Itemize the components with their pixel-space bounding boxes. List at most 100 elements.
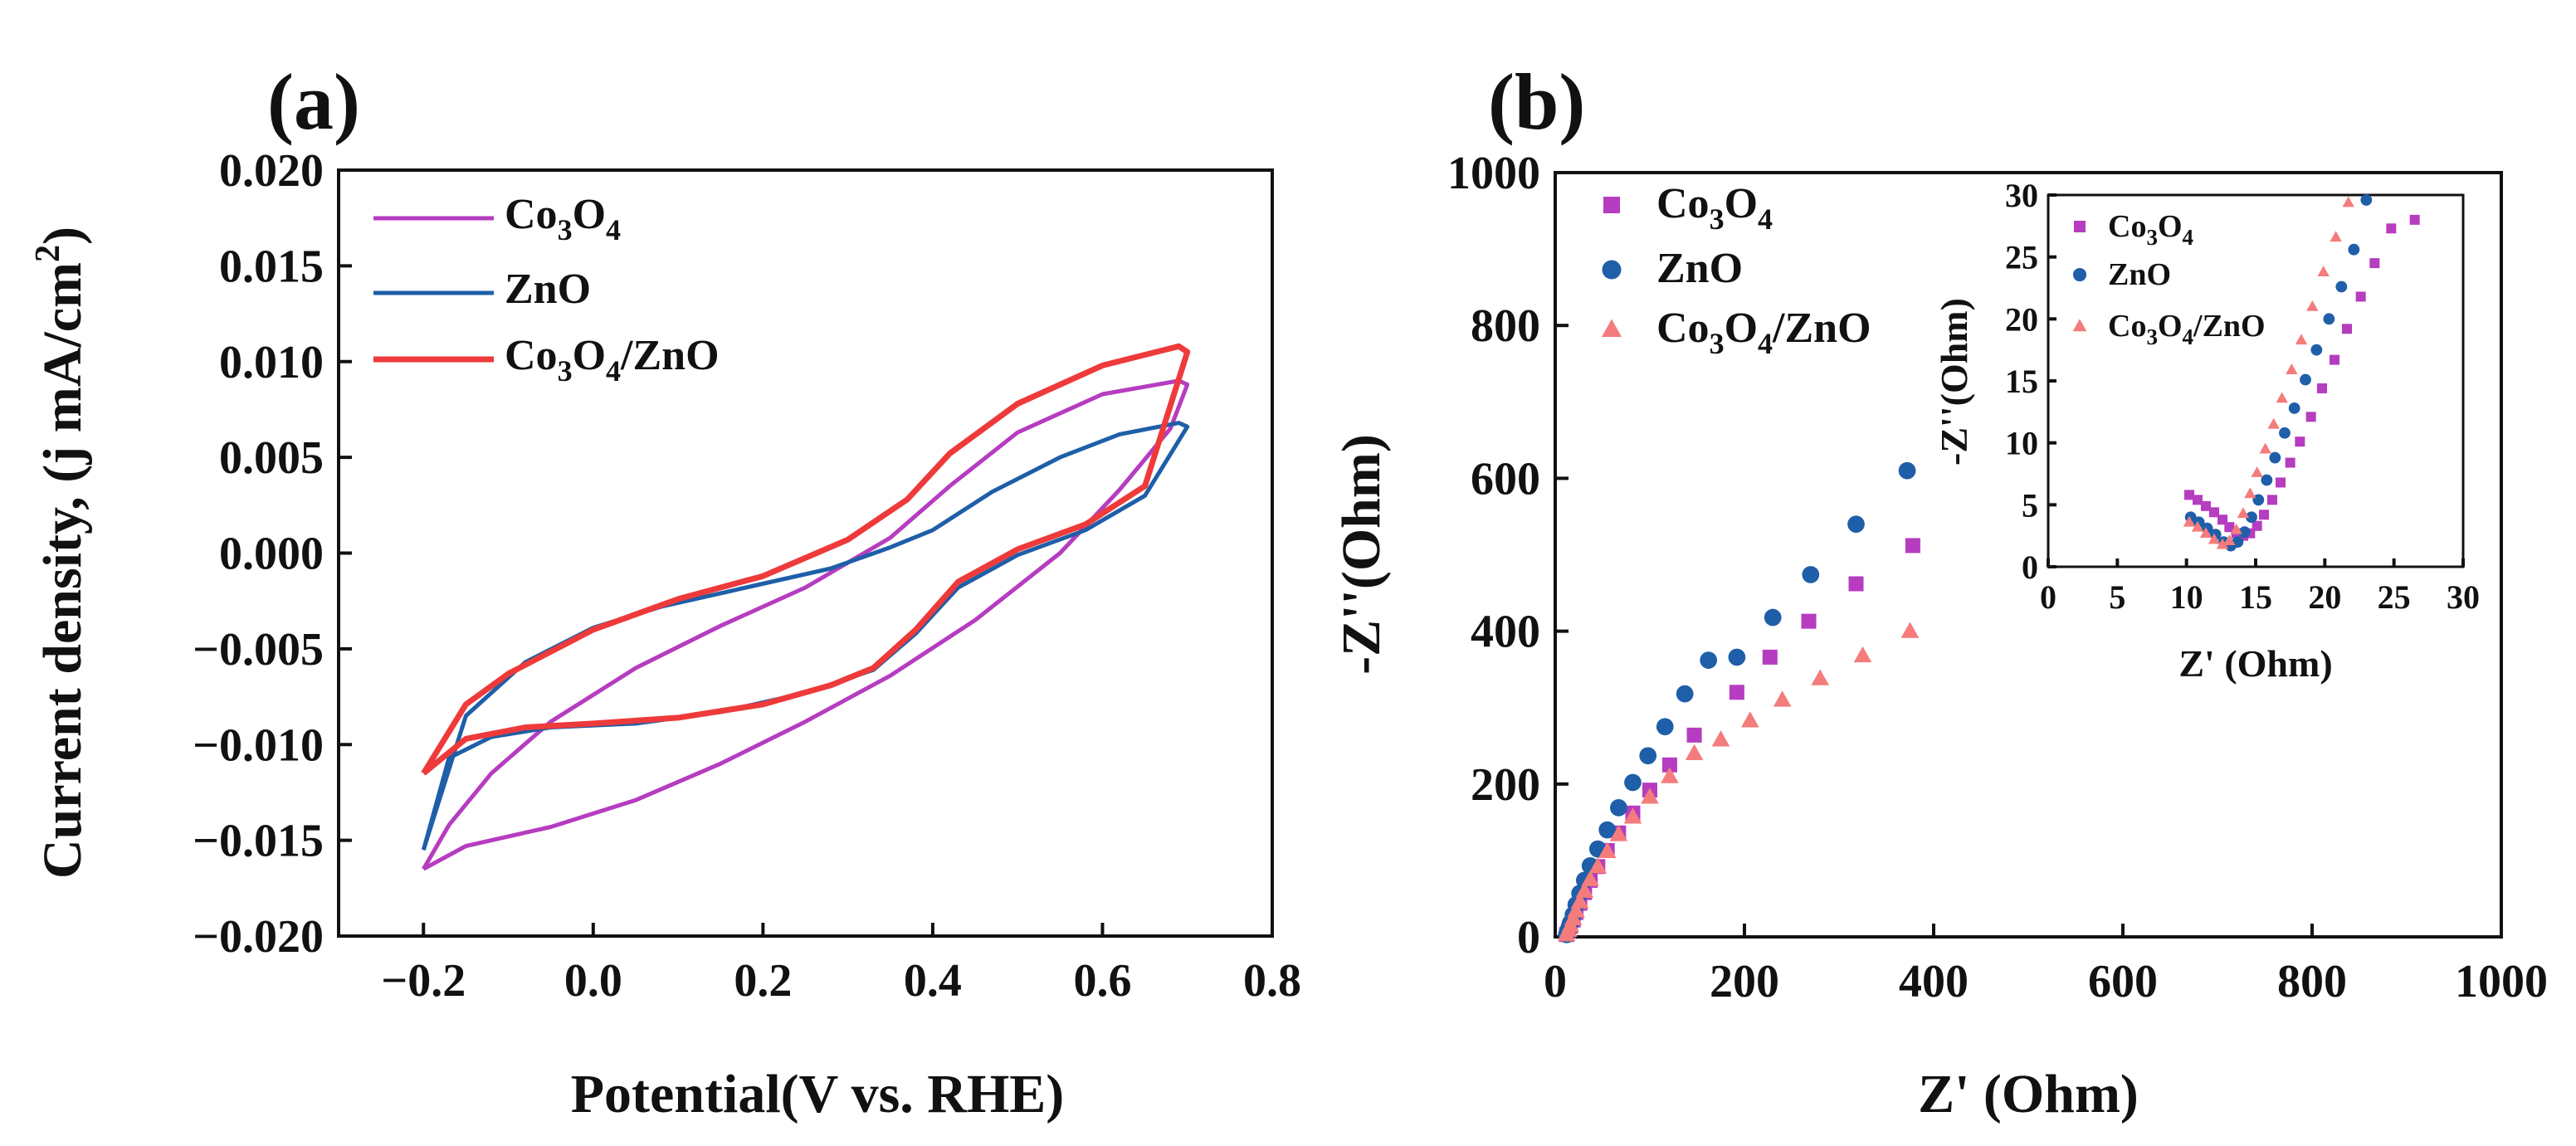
panel-a-y-tick-label: 0.020	[219, 145, 324, 197]
legend-label-co3o4-zno: Co3O4/ZnO	[505, 332, 720, 388]
eis-point-zno	[1639, 747, 1657, 765]
inset-point-co3o4	[2184, 490, 2194, 500]
inset-point-zno	[2348, 243, 2360, 256]
eis-point-co3o4-zno	[1900, 622, 1920, 638]
inset-point-co3o4	[2259, 510, 2269, 520]
inset-point-zno	[2261, 474, 2273, 486]
eis-point-co3o4-zno	[1641, 788, 1659, 804]
inset-point-co3o4	[2276, 477, 2286, 488]
inset-axes: 0 5 10 15 20 25 30 0 5 10 15 20 25 30	[2005, 177, 2480, 616]
inset-point-co3o4-zno	[2330, 231, 2342, 242]
inset-legend-label-co3o4: Co3O4	[2108, 209, 2193, 250]
panel-b-y-tick-label: 400	[1471, 607, 1540, 658]
inset-point-co3o4-zno	[2251, 466, 2263, 477]
panel-a-x-tick-label: 0.4	[904, 955, 962, 1007]
inset-y-tick-label: 15	[2005, 363, 2038, 400]
panel-b-frame	[1554, 171, 2503, 939]
inset-frame	[2047, 193, 2465, 568]
eis-point-zno	[1598, 821, 1617, 839]
inset-point-co3o4-zno	[2276, 392, 2288, 403]
inset-point-co3o4-zno	[2244, 487, 2256, 499]
inset-point-zno	[2323, 313, 2335, 325]
panel-a-y-tick-label: −0.010	[193, 719, 324, 771]
panel-a-x-tick-label: 0.8	[1243, 955, 1301, 1007]
panel-a-x-tick-label: 0.6	[1073, 955, 1131, 1007]
inset-point-zno	[2279, 427, 2291, 439]
panel-a-x-tick-label: −0.2	[381, 955, 466, 1007]
legend-marker-co3o4-zno	[1602, 319, 1622, 337]
eis-point-co3o4	[1729, 685, 1744, 700]
inset-y-tick-label: 20	[2005, 300, 2038, 338]
inset-point-co3o4-zno	[2191, 520, 2204, 532]
panel-b-x-tick-label: 600	[2088, 956, 2158, 1007]
inset-legend-marker-co3o4	[2074, 221, 2086, 232]
inset-point-co3o4	[2193, 495, 2203, 505]
eis-point-co3o4	[1762, 649, 1778, 665]
inset-y-tick-label: 10	[2005, 425, 2038, 462]
inset-legend: Co3O4 ZnO Co3O4/ZnO	[2072, 209, 2266, 349]
inset-legend-label-zno: ZnO	[2108, 257, 2171, 292]
panel-a-axes: −0.2 0.0 0.2 0.4 0.6 0.8 −0.020 −0.015 −0.010 −0.…	[193, 145, 1301, 1007]
legend-label-co3o4: Co3O4	[1656, 180, 1773, 236]
inset-point-co3o4-zno	[2216, 538, 2229, 549]
inset-y-tick-label: 30	[2005, 177, 2038, 214]
inset-point-zno	[2269, 451, 2281, 464]
inset-point-co3o4	[2369, 258, 2380, 269]
inset-point-co3o4	[2355, 291, 2366, 302]
panel-a-y-tick-label: 0.005	[219, 432, 324, 484]
eis-point-zno	[1764, 608, 1782, 627]
panel-a-y-tick-label: 0.000	[219, 529, 324, 580]
inset-y-tick-label: 5	[2022, 486, 2038, 524]
inset-point-co3o4-zno	[2183, 515, 2196, 527]
eis-point-co3o4-zno	[1575, 881, 1594, 898]
panel-a-y-label-main: Current density, (j mA/cm	[32, 262, 93, 879]
inset-point-zno	[2288, 402, 2300, 414]
panel-b-x-tick-label: 800	[2277, 956, 2347, 1007]
inset-point-co3o4-zno	[2230, 523, 2242, 534]
panel-a-y-label-end: )	[32, 227, 93, 245]
panel-a-series	[421, 343, 1191, 871]
panel-b-x-axis-label: Z' (Ohm)	[1918, 1064, 2139, 1124]
inset-legend-label-co3o4-zno: Co3O4/ZnO	[2108, 309, 2266, 349]
legend-marker-zno	[1602, 260, 1622, 280]
inset-point-co3o4	[2252, 520, 2262, 531]
inset-point-co3o4	[2209, 507, 2219, 518]
eis-point-co3o4-zno	[1623, 807, 1642, 824]
panel-b-legend: Co3O4 ZnO Co3O4/ZnO	[1602, 180, 1871, 360]
legend-label-zno: ZnO	[505, 266, 591, 313]
eis-point-co3o4	[1848, 576, 1864, 592]
panel-a-x-tick-label: 0.0	[564, 955, 622, 1007]
eis-point-co3o4	[1905, 538, 1920, 553]
eis-point-zno	[1610, 799, 1627, 817]
inset-point-co3o4	[2285, 457, 2295, 468]
eis-point-co3o4-zno	[1773, 690, 1792, 707]
panel-b-label: (b)	[1488, 57, 1585, 146]
panel-a-x-tick-label: 0.2	[734, 955, 792, 1007]
inset-point-co3o4-zno	[2342, 196, 2354, 207]
eis-point-co3o4-zno	[1598, 841, 1617, 858]
panel-b-y-tick-label: 800	[1471, 300, 1540, 352]
eis-point-zno	[1847, 515, 1865, 534]
inset-x-axis-label: Z' (Ohm)	[2178, 642, 2332, 685]
panel-b-y-tick-label: 600	[1471, 453, 1540, 505]
eis-point-zno	[1656, 718, 1674, 736]
panel-a-y-tick-label: 0.015	[219, 241, 324, 292]
inset-point-zno	[2252, 494, 2265, 506]
inset-series	[2183, 194, 2420, 552]
inset-x-tick-label: 20	[2308, 578, 2341, 616]
inset-point-co3o4-zno	[2306, 300, 2319, 311]
inset-x-tick-label: 10	[2170, 578, 2203, 616]
eis-point-zno	[1898, 461, 1916, 480]
eis-point-co3o4-zno	[1588, 857, 1608, 874]
panel-a-cv-plot: (a) −0.2 0.0 0.2 0.4 0.6 0.8 −0.020 −0.015 −0.01…	[29, 57, 1301, 1124]
inset-x-tick-label: 0	[2040, 578, 2056, 616]
inset-point-zno	[2300, 373, 2311, 386]
eis-point-co3o4-zno	[1567, 901, 1585, 918]
eis-point-co3o4-zno	[1811, 669, 1829, 685]
inset-point-co3o4-zno	[2317, 266, 2330, 276]
eis-point-co3o4	[1661, 757, 1677, 773]
inset-x-tick-label: 30	[2447, 578, 2480, 616]
panel-a-y-tick-label: −0.020	[193, 911, 324, 963]
